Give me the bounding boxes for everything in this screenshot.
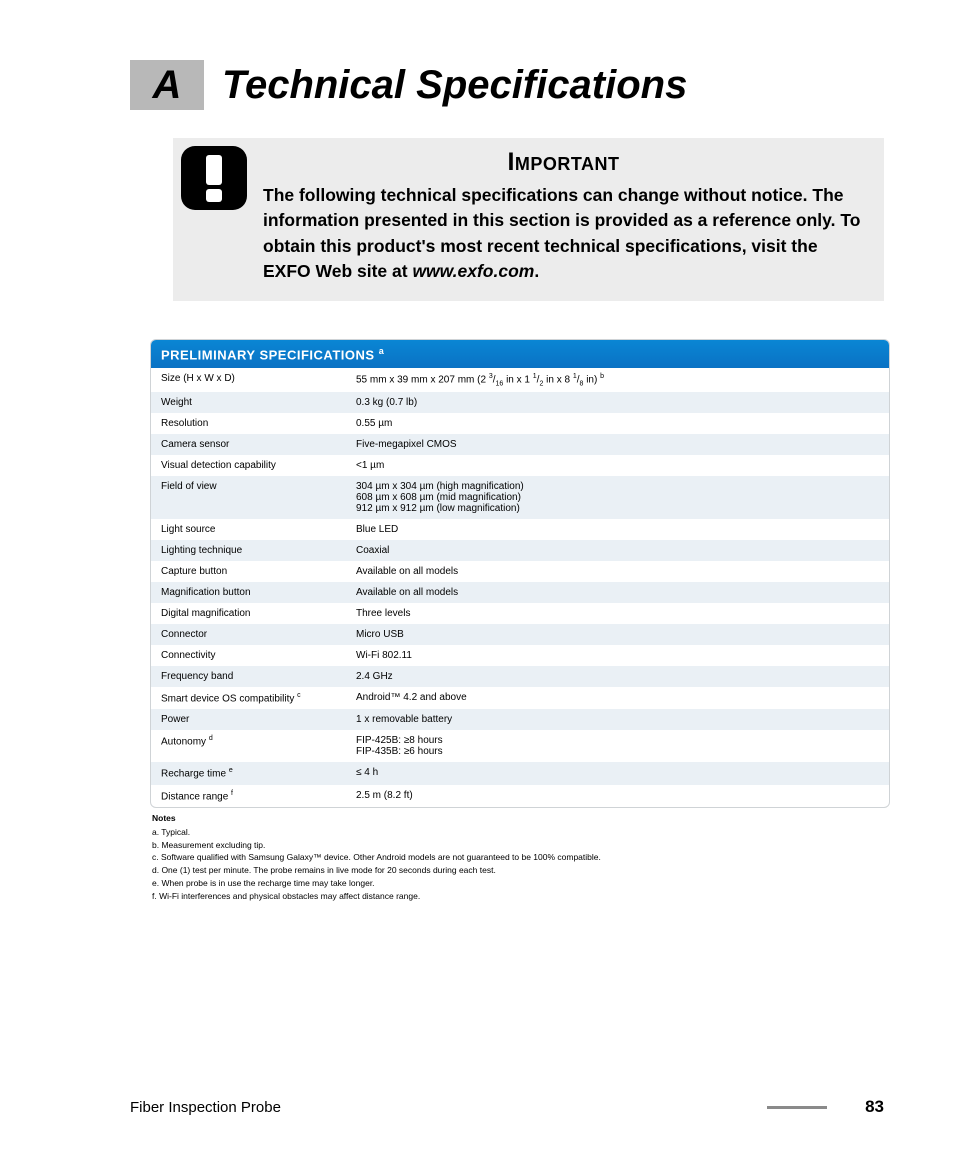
important-site: www.exfo.com (412, 261, 534, 281)
spec-value: Coaxial (346, 540, 889, 561)
table-row: Frequency band2.4 GHz (151, 666, 889, 687)
spec-label: Connector (151, 624, 346, 645)
footer-title: Fiber Inspection Probe (130, 1099, 281, 1116)
spec-value: Micro USB (346, 624, 889, 645)
important-callout: Important The following technical specif… (173, 138, 884, 301)
spec-value: 0.55 µm (346, 413, 889, 434)
spec-label: Camera sensor (151, 434, 346, 455)
spec-value: 55 mm x 39 mm x 207 mm (2 3/16 in x 1 1/… (346, 368, 889, 392)
table-row: Power1 x removable battery (151, 709, 889, 730)
table-row: Camera sensorFive-megapixel CMOS (151, 434, 889, 455)
spec-value: 2.4 GHz (346, 666, 889, 687)
spec-value: <1 µm (346, 455, 889, 476)
spec-value: 0.3 kg (0.7 lb) (346, 392, 889, 413)
chapter-letter-box: A (130, 60, 204, 110)
note-item: a. Typical. (152, 826, 884, 839)
spec-label: Recharge time e (151, 762, 346, 784)
table-row: Light sourceBlue LED (151, 519, 889, 540)
spec-label: Resolution (151, 413, 346, 434)
spec-label: Digital magnification (151, 603, 346, 624)
table-row: ConnectorMicro USB (151, 624, 889, 645)
footer-page-number: 83 (865, 1097, 884, 1117)
spec-label: Field of view (151, 476, 346, 519)
chapter-letter: A (153, 63, 182, 108)
important-heading: Important (263, 148, 864, 177)
note-item: b. Measurement excluding tip. (152, 839, 884, 852)
spec-value: Three levels (346, 603, 889, 624)
spec-value: 304 µm x 304 µm (high magnification)608 … (346, 476, 889, 519)
spec-value: 1 x removable battery (346, 709, 889, 730)
table-row: Lighting techniqueCoaxial (151, 540, 889, 561)
note-item: f. Wi-Fi interferences and physical obst… (152, 890, 884, 903)
notes-heading: Notes (152, 812, 884, 825)
important-body: The following technical specifications c… (263, 183, 864, 285)
footer-rule (767, 1106, 827, 1109)
table-row: Weight0.3 kg (0.7 lb) (151, 392, 889, 413)
spec-label: Weight (151, 392, 346, 413)
table-row: Resolution0.55 µm (151, 413, 889, 434)
spec-value: Available on all models (346, 582, 889, 603)
table-row: Capture buttonAvailable on all models (151, 561, 889, 582)
spec-value: Blue LED (346, 519, 889, 540)
important-text: The following technical specifications c… (263, 185, 860, 281)
page-footer: Fiber Inspection Probe 83 (130, 1097, 884, 1117)
spec-label: Size (H x W x D) (151, 368, 346, 392)
spec-label: Magnification button (151, 582, 346, 603)
table-row: Distance range f2.5 m (8.2 ft) (151, 785, 889, 807)
table-row: Size (H x W x D)55 mm x 39 mm x 207 mm (… (151, 368, 889, 392)
spec-label: Power (151, 709, 346, 730)
spec-label: Light source (151, 519, 346, 540)
spec-label: Visual detection capability (151, 455, 346, 476)
spec-value: Five-megapixel CMOS (346, 434, 889, 455)
spec-value: Android™ 4.2 and above (346, 687, 889, 709)
spec-value: ≤ 4 h (346, 762, 889, 784)
spec-value: 2.5 m (8.2 ft) (346, 785, 889, 807)
spec-table: PRELIMINARY SPECIFICATIONS a Size (H x W… (150, 339, 890, 809)
important-text-post: . (534, 261, 539, 281)
spec-label: Lighting technique (151, 540, 346, 561)
note-item: c. Software qualified with Samsung Galax… (152, 851, 884, 864)
table-row: ConnectivityWi-Fi 802.11 (151, 645, 889, 666)
spec-table-header-text: PRELIMINARY SPECIFICATIONS (161, 347, 375, 362)
spec-value: FIP-425B: ≥8 hoursFIP-435B: ≥6 hours (346, 730, 889, 762)
chapter-header: A Technical Specifications (130, 60, 884, 110)
table-row: Magnification buttonAvailable on all mod… (151, 582, 889, 603)
table-row: Smart device OS compatibility cAndroid™ … (151, 687, 889, 709)
chapter-title: Technical Specifications (222, 63, 687, 108)
table-row: Recharge time e≤ 4 h (151, 762, 889, 784)
exclamation-icon (181, 146, 247, 210)
spec-value: Wi-Fi 802.11 (346, 645, 889, 666)
spec-value: Available on all models (346, 561, 889, 582)
table-row: Field of view304 µm x 304 µm (high magni… (151, 476, 889, 519)
note-item: e. When probe is in use the recharge tim… (152, 877, 884, 890)
spec-table-header-note: a (379, 346, 385, 356)
spec-label: Smart device OS compatibility c (151, 687, 346, 709)
spec-label: Frequency band (151, 666, 346, 687)
spec-table-header: PRELIMINARY SPECIFICATIONS a (151, 340, 889, 368)
table-row: Visual detection capability<1 µm (151, 455, 889, 476)
spec-label: Autonomy d (151, 730, 346, 762)
table-row: Digital magnificationThree levels (151, 603, 889, 624)
spec-label: Distance range f (151, 785, 346, 807)
notes-block: Notes a. Typical.b. Measurement excludin… (152, 812, 884, 902)
note-item: d. One (1) test per minute. The probe re… (152, 864, 884, 877)
spec-label: Connectivity (151, 645, 346, 666)
table-row: Autonomy dFIP-425B: ≥8 hoursFIP-435B: ≥6… (151, 730, 889, 762)
spec-label: Capture button (151, 561, 346, 582)
